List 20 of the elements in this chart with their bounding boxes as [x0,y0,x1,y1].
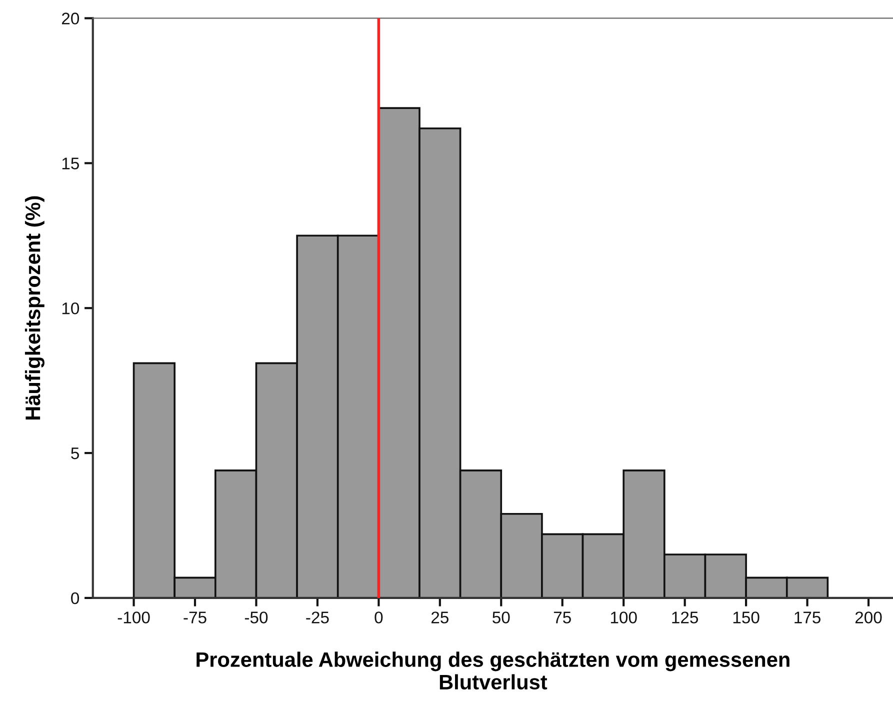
y-tick-label: 20 [62,12,80,24]
x-tick-label: 50 [492,612,510,624]
y-axis-title: Häufigkeitsprozent (%) [24,196,44,420]
x-tick-label: 100 [610,612,637,624]
y-tick-label: 10 [62,302,80,314]
x-tick-label: 25 [431,612,448,624]
y-tick-label: 0 [71,592,80,604]
x-tick-label: 200 [855,612,882,624]
x-tick-label: 175 [794,612,820,624]
x-tick-label: 150 [733,612,760,624]
x-tick-label: 75 [554,612,571,624]
x-tick-label: -25 [306,612,329,624]
x-axis-title: Prozentuale Abweichung des geschätzten vom gemessenen Blutverlust [196,652,790,690]
x-tick-label: -50 [244,612,268,624]
x-tick-label: 125 [672,612,698,624]
x-tick-label: 0 [374,612,383,624]
y-tick-label: 15 [62,158,79,170]
y-tick-label: 5 [71,448,79,460]
x-tick-label: -100 [118,612,150,624]
x-tick-label: -75 [184,612,206,624]
